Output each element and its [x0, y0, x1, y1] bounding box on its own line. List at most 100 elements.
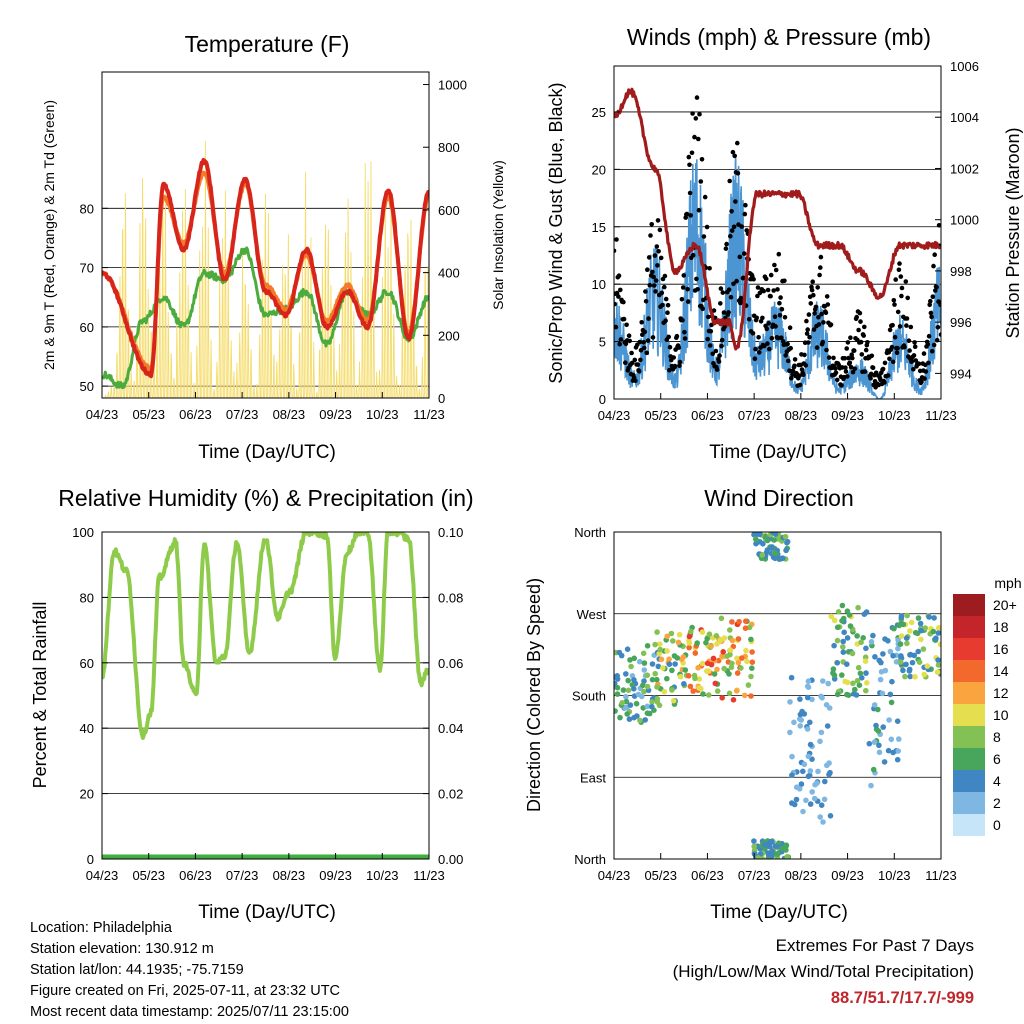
gust-point	[697, 111, 702, 117]
gust-point	[931, 342, 937, 348]
direction-point	[935, 657, 941, 663]
direction-point	[714, 641, 720, 647]
direction-point	[902, 673, 908, 680]
gust-point	[700, 306, 705, 312]
right-tick-label: 1000	[950, 213, 979, 228]
x-tick-label: 04/23	[598, 408, 631, 423]
direction-frame	[613, 531, 942, 860]
gust-point	[816, 322, 822, 327]
gust-point	[766, 321, 771, 326]
direction-point	[828, 613, 835, 620]
gust-point	[618, 287, 623, 293]
gust-point	[787, 325, 793, 331]
direction-point	[915, 615, 922, 621]
gust-point	[785, 341, 790, 347]
direction-point	[844, 635, 851, 641]
x-tick-label: 08/23	[785, 408, 818, 423]
gust-point	[844, 346, 849, 351]
direction-point	[713, 633, 720, 639]
direction-point	[783, 547, 789, 554]
direction-point	[783, 842, 790, 848]
direction-point	[798, 781, 805, 787]
gust-point	[782, 315, 788, 320]
gust-point	[899, 285, 905, 291]
direction-point	[674, 655, 680, 661]
direction-point	[631, 677, 637, 683]
gust-point	[812, 311, 817, 316]
gust-point	[651, 274, 656, 280]
direction-point	[798, 717, 804, 723]
gust-point	[792, 357, 798, 362]
direction-point	[735, 659, 742, 666]
gust-point	[777, 313, 783, 318]
direction-point	[824, 723, 831, 729]
direction-point	[700, 691, 706, 697]
y-tick-label: 20	[80, 787, 94, 802]
direction-point	[668, 630, 675, 637]
direction-point	[649, 676, 656, 683]
station-latlon: Station lat/lon: 44.1935; -75.7159	[30, 962, 244, 978]
direction-point	[626, 716, 633, 722]
direction-point	[703, 639, 709, 646]
temperature-frame	[101, 71, 430, 399]
x-tick-label: 07/23	[738, 868, 771, 883]
gust-point	[938, 302, 941, 308]
direction-point	[624, 646, 631, 652]
direction-point	[666, 661, 673, 667]
gust-point	[752, 356, 758, 362]
direction-point	[719, 653, 725, 659]
gust-point	[862, 369, 868, 374]
direction-point	[676, 631, 683, 638]
right-tick-label: 994	[950, 366, 972, 381]
gust-point	[636, 369, 642, 374]
gust-point	[666, 334, 671, 340]
gust-point	[777, 300, 782, 306]
gust-point	[720, 290, 726, 295]
direction-point	[870, 632, 876, 639]
gust-point	[804, 331, 810, 336]
x-tick-label: 09/23	[831, 408, 864, 423]
direction-point	[897, 641, 904, 647]
gust-point	[771, 288, 776, 293]
gust-point	[880, 366, 886, 372]
direction-point	[907, 651, 914, 658]
right-tick-label: 800	[438, 140, 460, 155]
gust-point	[931, 263, 936, 269]
gust-point	[681, 273, 687, 278]
legend-label: 16	[993, 641, 1009, 657]
direction-point	[860, 635, 866, 641]
winds-panel: Winds (mph) & Pressure (mb) 0 5 10 15 20 25 9…	[546, 24, 1023, 463]
gust-point	[806, 312, 812, 317]
direction-point	[868, 639, 875, 645]
x-tick-label: 08/23	[785, 868, 818, 883]
gust-point	[694, 95, 700, 100]
gust-point	[746, 317, 752, 322]
humidity-xlabel: Time (Day/UTC)	[198, 902, 336, 923]
direction-point	[896, 736, 902, 742]
humidity-x-ticks: 04/23 05/23 06/23 07/23 08/23 09/23 10/23 11/23	[86, 853, 445, 883]
direction-point	[654, 684, 660, 690]
direction-point	[681, 681, 687, 687]
direction-point	[835, 609, 842, 615]
gust-point	[656, 249, 661, 254]
direction-point	[623, 698, 630, 705]
direction-point	[654, 695, 661, 702]
gust-point	[750, 331, 756, 336]
direction-point	[642, 717, 648, 723]
direction-point	[623, 671, 629, 677]
direction-point	[748, 673, 754, 680]
direction-point	[797, 723, 803, 729]
gust-point	[930, 294, 936, 300]
direction-point	[900, 667, 906, 674]
direction-point	[754, 532, 760, 537]
direction-point	[918, 627, 924, 634]
direction-point	[614, 691, 621, 697]
direction-point	[887, 648, 894, 655]
direction-point	[686, 644, 692, 651]
direction-point	[868, 782, 874, 789]
gust-point	[687, 162, 692, 168]
direction-point	[807, 768, 814, 774]
right-tick-label: 0.08	[438, 590, 463, 605]
extremes-values: 88.7/51.7/17.7/-999	[830, 989, 974, 1007]
